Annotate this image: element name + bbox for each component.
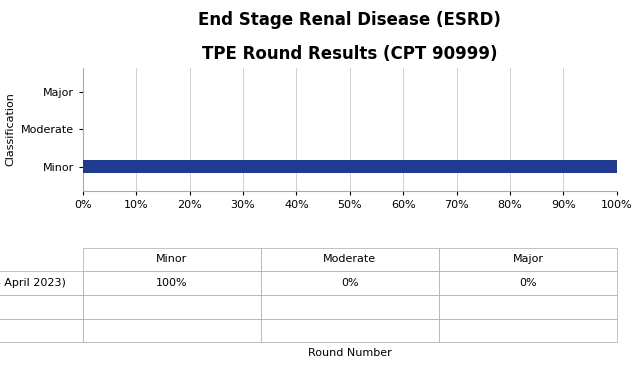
Y-axis label: Classification: Classification [5,92,15,166]
Text: End Stage Renal Disease (ESRD): End Stage Renal Disease (ESRD) [198,11,501,29]
Text: Round Number: Round Number [308,348,392,358]
Bar [83,160,617,173]
Text: TPE Round Results (CPT 90999): TPE Round Results (CPT 90999) [202,45,497,63]
